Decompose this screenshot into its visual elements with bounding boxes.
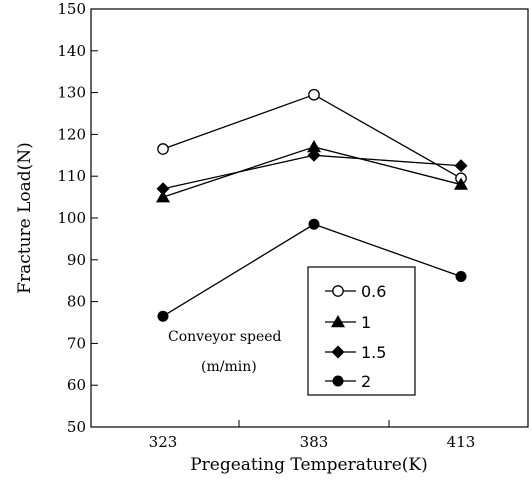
- data-point: [157, 310, 169, 322]
- y-tick-label: 130: [57, 84, 86, 102]
- legend-marker: [332, 375, 344, 387]
- x-axis-label: Pregeating Temperature(K): [190, 455, 428, 475]
- y-tick-label: 140: [57, 42, 86, 60]
- x-axis-ticks: 323 383 413: [149, 420, 476, 451]
- x-tick-label: 383: [300, 433, 329, 451]
- x-tick-label: 413: [447, 433, 476, 451]
- data-point: [157, 143, 169, 155]
- y-tick-label: 100: [57, 209, 86, 227]
- legend-title-unit: (m/min): [201, 359, 257, 375]
- legend: 0.6 1 1.5 2: [307, 266, 416, 396]
- data-point: [307, 148, 321, 162]
- y-tick-label: 80: [67, 293, 86, 311]
- y-axis-label: Fracture Load(N): [15, 142, 35, 294]
- series-line-0: [162, 93, 462, 179]
- legend-marker: [331, 315, 345, 328]
- data-point: [455, 271, 467, 283]
- y-tick-label: 110: [57, 167, 86, 185]
- data-point: [156, 182, 170, 196]
- y-tick-label: 150: [57, 0, 86, 18]
- data-point: [308, 88, 320, 101]
- data-point: [156, 190, 170, 203]
- y-tick-label: 120: [57, 125, 86, 143]
- x-tick-label: 323: [149, 433, 178, 451]
- data-point: [454, 177, 468, 190]
- legend-box: [307, 266, 416, 396]
- data-point: [308, 218, 320, 230]
- y-tick-label: 50: [67, 418, 86, 436]
- data-point: [307, 139, 321, 153]
- y-tick-label: 70: [67, 334, 86, 352]
- y-axis-ticks: 50 60 70 80 90 100 110 120 130 140 150: [57, 0, 98, 436]
- legend-label: 2: [361, 372, 371, 391]
- series-line-2: [162, 154, 462, 190]
- y-tick-label: 60: [67, 376, 86, 394]
- series-layer: [156, 88, 468, 322]
- legend-marker: [332, 285, 344, 297]
- legend-marker: [331, 345, 345, 359]
- y-tick-label: 90: [67, 251, 86, 269]
- legend-title: Conveyor speed: [168, 329, 282, 345]
- legend-label: 0.6: [361, 282, 386, 301]
- data-point: [454, 159, 468, 173]
- legend-label: 1.5: [361, 343, 386, 362]
- legend-label: 1: [361, 313, 371, 332]
